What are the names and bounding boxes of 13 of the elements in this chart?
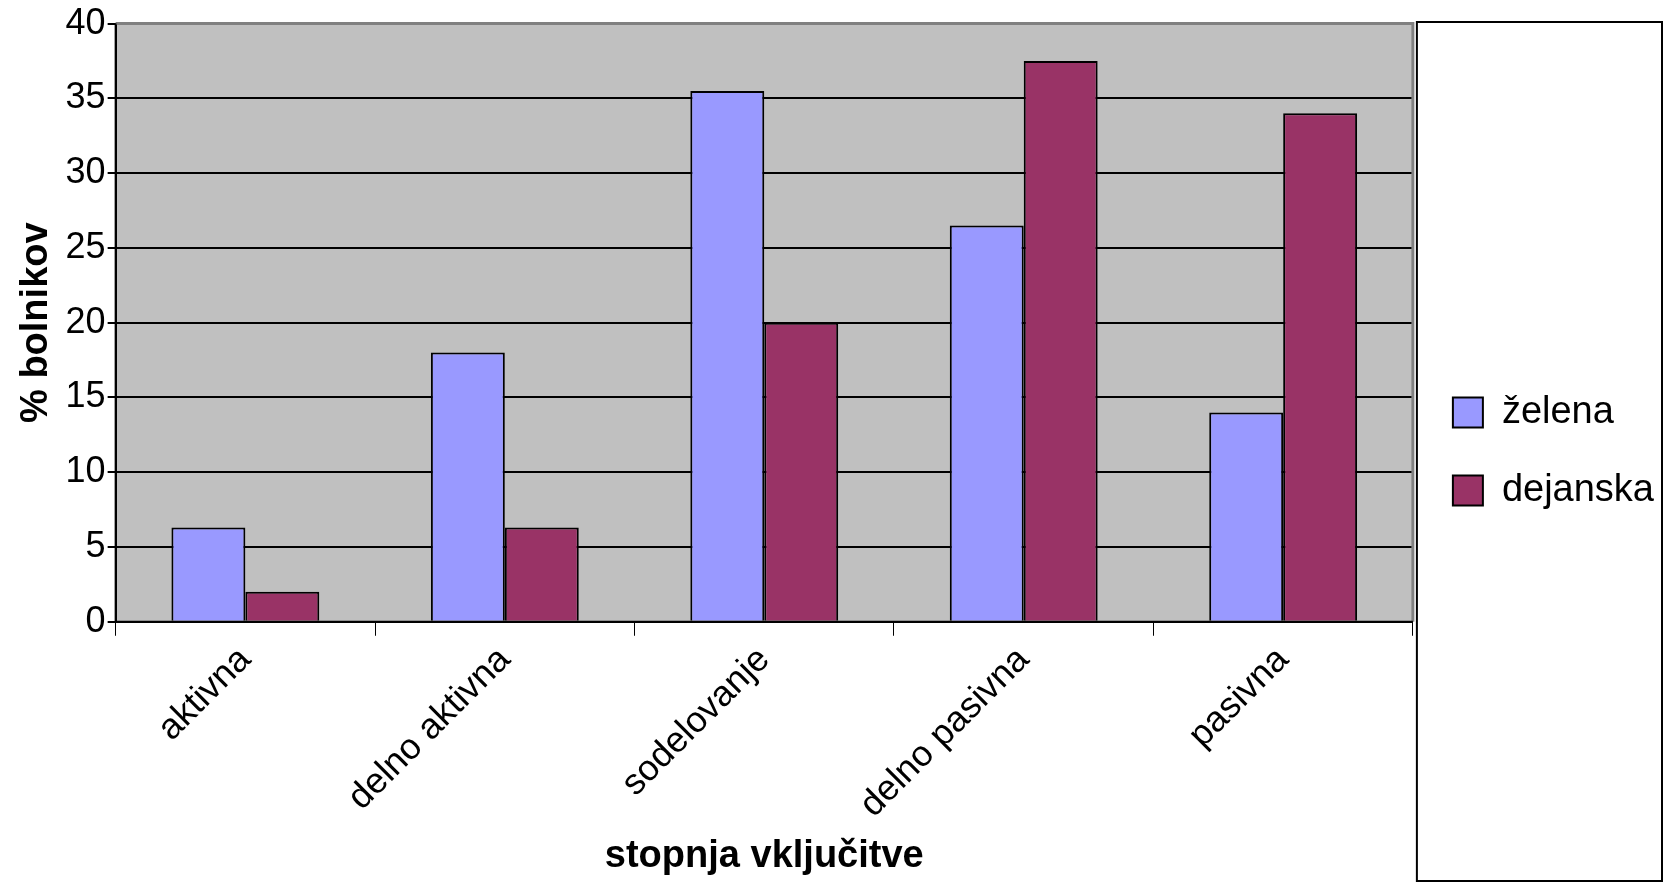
y-tick-label: 5 [85, 523, 106, 565]
y-tick-label: 10 [65, 449, 106, 491]
x-axis-title: stopnja vključitve [604, 832, 924, 875]
legend-label: dejanska [1501, 466, 1655, 509]
y-tick-label: 15 [65, 374, 106, 416]
legend-label: želena [1501, 388, 1615, 431]
y-tick-label: 30 [65, 150, 106, 192]
y-tick-label: 40 [65, 0, 106, 42]
y-axis-title: % bolnikov [13, 222, 56, 423]
y-tick-label: 20 [65, 299, 106, 341]
y-tick-label: 0 [85, 598, 106, 640]
y-tick-label: 35 [65, 75, 106, 117]
y-tick-label: 25 [65, 224, 106, 266]
